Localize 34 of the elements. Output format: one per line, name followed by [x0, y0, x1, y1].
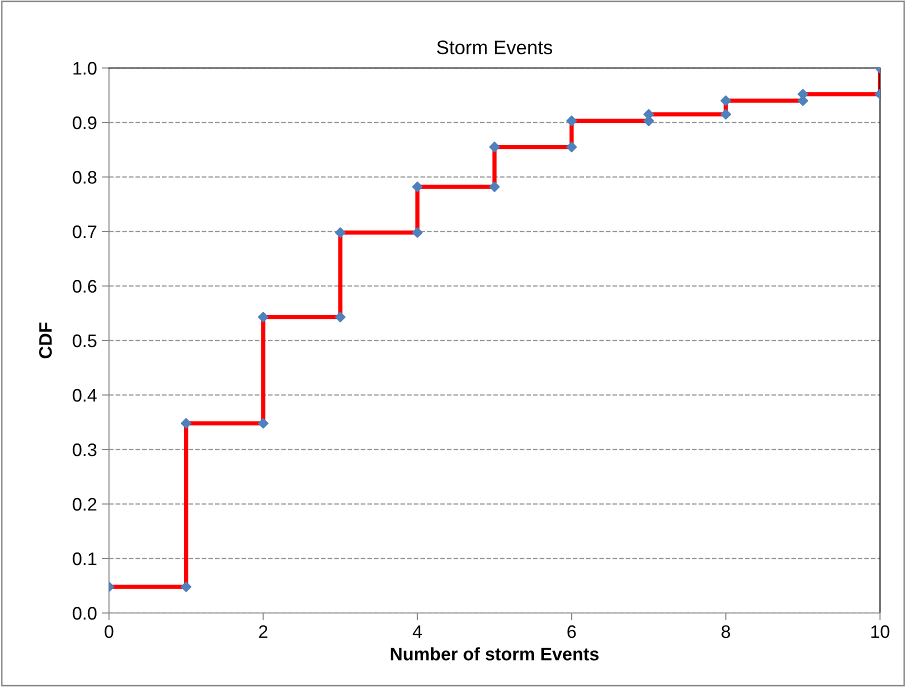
y-tick-label: 1.0	[73, 62, 96, 75]
x-axis-title: Number of storm Events	[390, 647, 599, 660]
point	[180, 418, 192, 429]
y-tick-label: 0.5	[72, 334, 96, 348]
y-tick-label: 0.7	[72, 225, 96, 238]
y-tick-label: 0.4	[72, 388, 97, 402]
point	[258, 312, 268, 322]
y-tick-label: 0.3	[72, 443, 96, 456]
x-tick-label: 10	[871, 625, 890, 638]
x-tick-label: 2	[259, 625, 268, 638]
point	[720, 109, 732, 120]
y-tick-label: 0.2	[72, 498, 96, 511]
point	[489, 142, 500, 152]
y-tick-label: 0.8	[72, 170, 96, 184]
y-axis-title: CDF	[39, 322, 52, 358]
point	[258, 418, 268, 429]
chart-title: Storm Events	[437, 40, 552, 54]
point	[335, 227, 346, 238]
point	[720, 95, 732, 106]
point	[566, 142, 577, 152]
y-tick-label: 0.6	[72, 280, 96, 293]
point	[412, 182, 423, 192]
point	[335, 312, 346, 322]
point	[180, 582, 192, 592]
y-tick-label: 0.9	[72, 116, 96, 130]
x-tick-label: 0	[104, 625, 114, 638]
point	[489, 182, 500, 192]
x-tick-label: 4	[412, 625, 422, 638]
point	[566, 116, 577, 126]
y-tick-label: 0.1	[72, 552, 96, 566]
y-tick-label: 0.0	[72, 606, 96, 620]
x-tick-label: 6	[567, 625, 576, 638]
point	[412, 227, 423, 238]
x-tick-label: 8	[722, 625, 730, 638]
